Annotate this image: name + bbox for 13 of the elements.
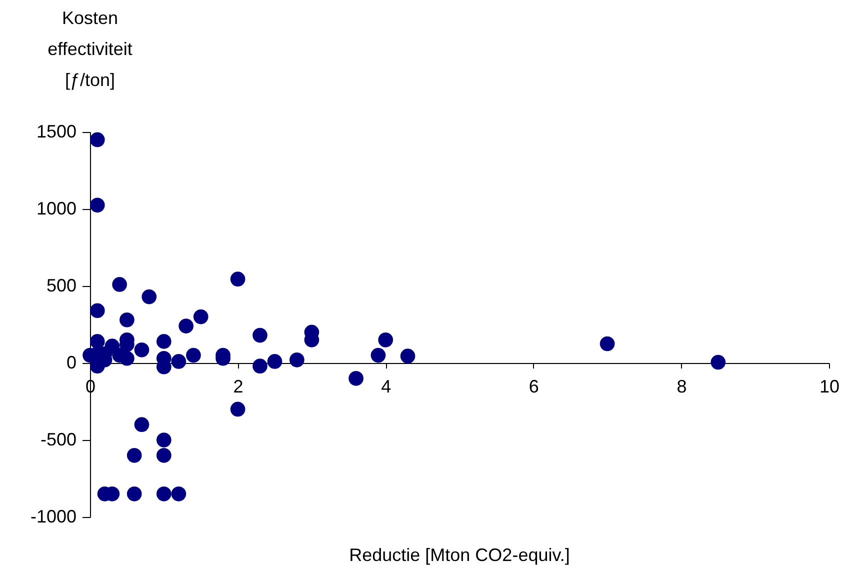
x-tick-label: 2 [233,376,244,396]
x-tick-label: 6 [528,376,539,396]
y-tick-label: -500 [40,430,76,450]
x-axis-title: Reductie [Mton CO2-equiv.] [349,545,570,565]
x-tick-label: 10 [819,376,840,396]
y-tick-label: 500 [46,276,76,296]
y-tick-label: 1000 [36,198,76,218]
x-tick-label: 4 [381,376,392,396]
y-tick-label: 0 [66,352,76,372]
y-tick-label: 1500 [36,122,76,142]
x-tick-label: 8 [676,376,687,396]
y-axis-title: Kosten effectiviteit [ƒ/ton] [48,8,132,90]
y-tick-label: -1000 [30,506,76,526]
